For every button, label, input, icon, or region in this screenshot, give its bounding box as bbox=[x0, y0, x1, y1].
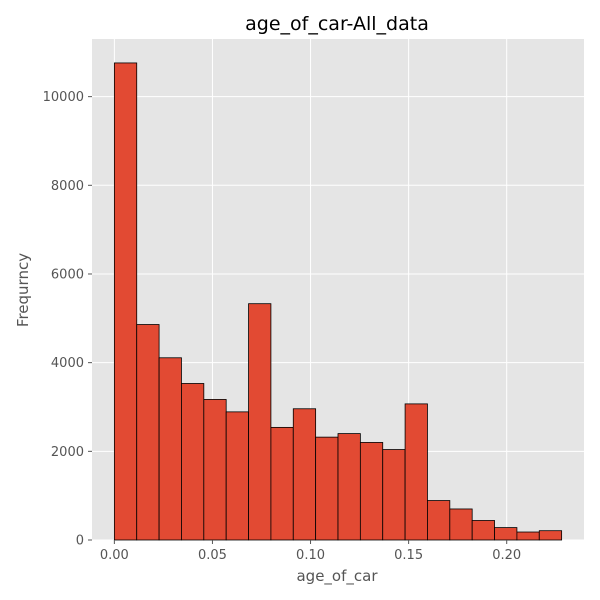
histogram-bar bbox=[516, 531, 540, 541]
histogram-bar bbox=[292, 408, 317, 541]
histogram-bar bbox=[203, 399, 227, 541]
histogram-bar bbox=[225, 411, 249, 541]
y-tick-label: 8000 bbox=[51, 179, 84, 194]
y-tick-label: 10000 bbox=[43, 90, 84, 105]
histogram-bar bbox=[136, 324, 160, 541]
bars bbox=[113, 62, 563, 541]
histogram-bar bbox=[181, 383, 205, 541]
x-tick-label: 0.10 bbox=[296, 548, 325, 563]
y-tick-label: 6000 bbox=[51, 267, 84, 282]
histogram-bar bbox=[270, 426, 294, 541]
histogram-bar bbox=[494, 527, 518, 541]
x-axis-label: age_of_car bbox=[296, 567, 378, 586]
x-axis-ticks: 0.00 0.05 0.10 0.15 0.20 bbox=[100, 540, 521, 563]
histogram-bar bbox=[337, 433, 361, 541]
histogram-bar bbox=[404, 403, 428, 541]
x-tick-label: 0.20 bbox=[492, 548, 521, 563]
histogram-bar bbox=[382, 449, 406, 541]
x-tick-label: 0.05 bbox=[198, 548, 227, 563]
y-tick-label: 0 bbox=[76, 534, 84, 549]
histogram-bar bbox=[113, 62, 138, 541]
y-axis-label: Frequrncy bbox=[14, 253, 32, 327]
x-tick-label: 0.00 bbox=[100, 548, 129, 563]
x-tick-label: 0.15 bbox=[394, 548, 423, 563]
histogram-bar bbox=[248, 303, 272, 541]
y-tick-label: 4000 bbox=[51, 356, 84, 371]
chart-title: age_of_car-All_data bbox=[245, 13, 429, 35]
histogram-bar bbox=[359, 442, 384, 541]
histogram-bar bbox=[315, 436, 339, 541]
histogram-bar bbox=[538, 530, 563, 541]
histogram-bar bbox=[427, 500, 451, 541]
histogram-bar bbox=[449, 508, 473, 541]
y-axis-ticks: 0 2000 4000 6000 8000 10000 bbox=[43, 90, 92, 549]
histogram-bar bbox=[158, 357, 182, 541]
y-tick-label: 2000 bbox=[51, 445, 84, 460]
histogram-bar bbox=[471, 520, 495, 541]
